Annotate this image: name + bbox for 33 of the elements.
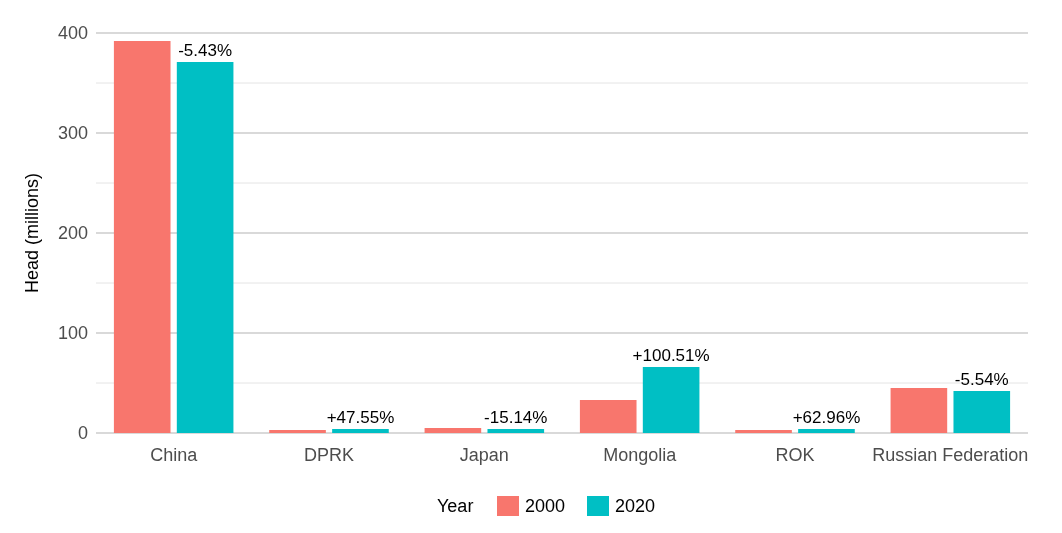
annotation: +47.55%: [326, 408, 395, 427]
bar: [953, 391, 1011, 433]
annotation: +62.96%: [792, 408, 861, 427]
bar: [579, 400, 637, 433]
bar: [113, 41, 171, 433]
annotation: +100.51%: [632, 346, 710, 365]
annotation: -15.14%: [484, 408, 548, 427]
annotation: -5.43%: [178, 41, 233, 60]
x-tick-label: China: [150, 445, 199, 465]
annotation: -5.54%: [954, 370, 1009, 389]
legend-label: 2000: [525, 496, 566, 517]
x-tick-label: Mongolia: [603, 445, 678, 465]
bar: [269, 430, 326, 433]
y-tick-label: 0: [77, 423, 88, 444]
bar: [487, 429, 545, 433]
legend-title: Year: [437, 496, 474, 517]
bar: [735, 430, 792, 433]
bar: [798, 429, 855, 433]
y-tick-label: 200: [57, 223, 88, 244]
x-tick-label: ROK: [775, 445, 815, 465]
legend-label: 2020: [615, 496, 656, 517]
bar: [176, 62, 234, 433]
y-axis-title: Head (millions): [22, 172, 42, 294]
x-tick-label: Japan: [459, 445, 509, 465]
bar: [424, 428, 482, 433]
bar: [890, 388, 948, 433]
x-tick-label: Russian Federation: [872, 445, 1029, 465]
y-tick-label: 400: [57, 23, 88, 44]
bar: [642, 367, 700, 433]
bar: [332, 429, 389, 433]
y-tick-label: 300: [57, 123, 88, 144]
x-tick-label: DPRK: [303, 445, 355, 465]
y-tick-label: 100: [57, 323, 88, 344]
